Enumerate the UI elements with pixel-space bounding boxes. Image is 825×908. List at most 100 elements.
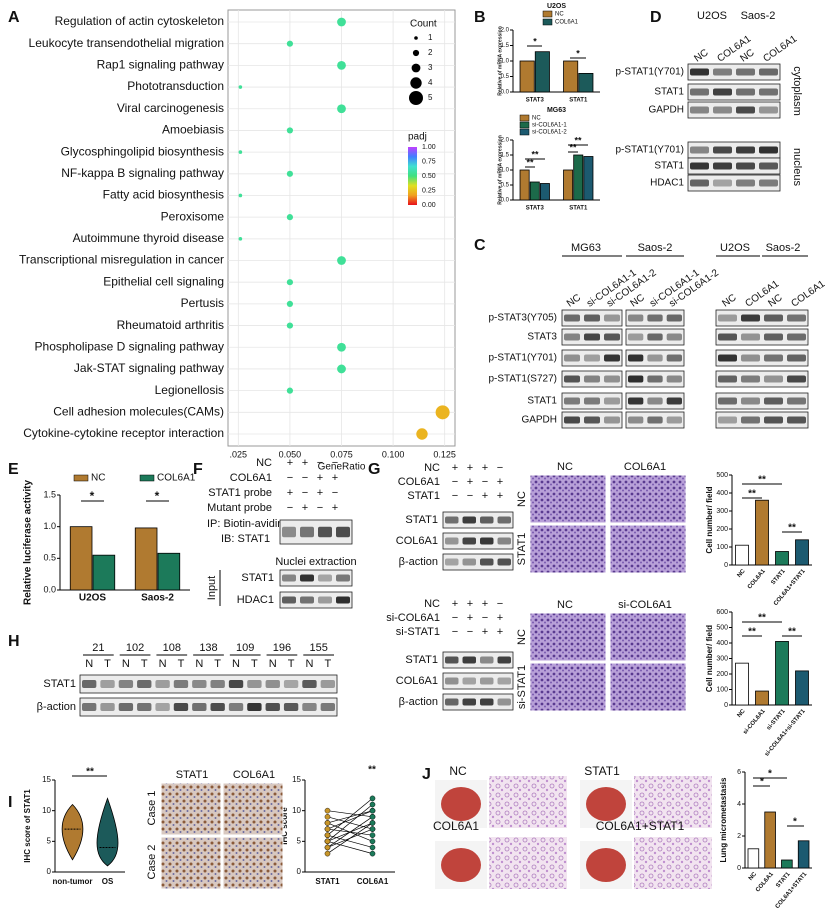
lane-label: N [122, 658, 130, 670]
colorbar-label: 0.00 [422, 202, 436, 209]
panel-letter: E [8, 461, 19, 478]
legend-dot [410, 77, 422, 89]
colorbar-label: 0.75 [422, 158, 436, 165]
sign: + [302, 502, 308, 514]
condition-label: STAT1 probe [208, 487, 272, 499]
histology [489, 776, 567, 828]
y-tick-label: 10 [292, 806, 301, 815]
violin [61, 803, 84, 861]
fraction-label: nucleus [791, 148, 803, 186]
dot [238, 85, 243, 89]
histology [634, 837, 712, 889]
y-tick-label: Peroxisome [161, 209, 225, 223]
blot-band [300, 596, 314, 604]
dot [337, 364, 346, 374]
sign: − [332, 457, 338, 469]
blot-band [584, 416, 600, 424]
lane-label: COL6A1 [761, 33, 799, 64]
image-column-label: COL6A1 [233, 769, 275, 781]
dot [435, 405, 450, 420]
sign: − [287, 502, 293, 514]
micrograph [529, 474, 607, 524]
panel-letter: C [474, 237, 486, 254]
significance: ** [748, 489, 756, 500]
blot-strip [715, 411, 809, 429]
pair-point [369, 820, 376, 826]
blot-band [647, 314, 663, 322]
pair-point [369, 844, 376, 851]
condition-label: COL6A1 [398, 476, 440, 488]
blot-band [787, 354, 806, 362]
sign: − [497, 462, 503, 474]
pair-line [327, 810, 373, 830]
y-axis-title: IHC score of STAT1 [23, 789, 32, 863]
sign: − [482, 612, 488, 624]
y-tick-label: 400 [716, 640, 728, 647]
blot-band [336, 526, 350, 538]
blot-band [155, 703, 170, 711]
blot-band [462, 698, 476, 706]
blot-band [759, 88, 778, 96]
blot-strip [442, 532, 514, 550]
blot-band [247, 703, 262, 711]
input-label: Input [206, 576, 218, 600]
blot-band [628, 333, 644, 341]
blot-band [564, 375, 580, 383]
blot-strip [687, 174, 781, 192]
sign: + [482, 490, 488, 502]
x-tick-label: 0.050 [279, 449, 302, 459]
row-label: β-action [399, 556, 438, 568]
sample-label: 102 [126, 642, 144, 654]
row-label: p-STAT3(Y705) [488, 313, 557, 324]
row-label: STAT1 [527, 396, 557, 407]
blot-band [100, 680, 115, 688]
blot-band [462, 656, 476, 664]
blot-band [480, 677, 494, 685]
y-tick-label: 0.0 [43, 584, 56, 594]
pair-point [324, 838, 331, 845]
x-tick-label: COL6A1 [755, 871, 775, 893]
x-tick-label: COL6A1 [357, 877, 389, 886]
lung [441, 787, 481, 821]
significance: * [90, 489, 95, 503]
y-tick-label: 2.0 [501, 138, 510, 144]
blot-band [497, 516, 511, 524]
blot-band [690, 162, 709, 170]
sign: + [332, 502, 338, 514]
blot-band [647, 333, 663, 341]
ip-label: IP: Biotin-avidin [207, 518, 283, 530]
x-tick-label: COL6A1 [747, 568, 767, 590]
dot [238, 193, 243, 198]
significance: ** [526, 157, 534, 167]
blot-strip [442, 693, 514, 711]
bar [519, 169, 530, 201]
blot-band [445, 558, 459, 566]
blot-band [718, 314, 737, 322]
panel-letter: F [193, 461, 203, 478]
legend-label: 1 [428, 33, 433, 42]
sample-label: 138 [199, 642, 217, 654]
blot-band [736, 146, 755, 154]
blot-strip [687, 101, 781, 119]
blot-band [247, 680, 262, 688]
blot-band [741, 416, 760, 424]
blot-band [604, 416, 620, 424]
blot-band [690, 146, 709, 154]
blot-band [584, 354, 600, 362]
y-axis-title: Cell number/ field [705, 486, 714, 553]
blot-band [647, 375, 663, 383]
pair-point [369, 832, 376, 839]
image-row-label: NC [516, 491, 528, 507]
ihc-image [222, 836, 284, 890]
x-tick-label: NC [737, 568, 748, 579]
bar [764, 811, 776, 869]
sign: + [467, 612, 473, 624]
legend-label: NC [91, 473, 105, 484]
row-label: COL6A1 [396, 675, 438, 687]
blot-strip [442, 651, 514, 669]
y-tick-label: 400 [716, 490, 728, 497]
dot [337, 17, 346, 27]
blot-band [759, 179, 778, 187]
y-tick-label: 600 [716, 609, 728, 616]
bar [578, 73, 594, 93]
